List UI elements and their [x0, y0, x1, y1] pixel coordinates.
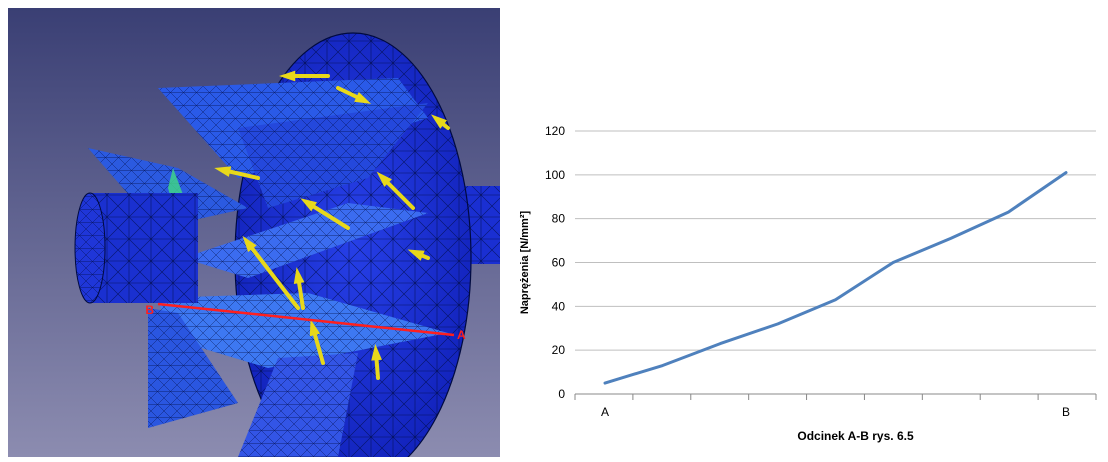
chart-gridlines — [575, 130, 1096, 351]
fem-render-panel: B A — [8, 8, 500, 462]
y-tick-label: 40 — [552, 299, 566, 313]
load-arrow-head — [376, 171, 392, 187]
point-a-label: A — [457, 328, 466, 342]
x-axis-label: Odcinek A-B rys. 6.5 — [797, 429, 914, 443]
hub-cylinder — [74, 192, 198, 304]
load-arrow-head — [407, 249, 425, 261]
y-tick-labels: 0 20 40 60 80 100 120 — [545, 124, 565, 401]
load-arrow-head — [293, 267, 305, 284]
load-arrow-head — [430, 114, 447, 129]
impeller-blades — [88, 78, 448, 457]
fem-render-image: B A — [8, 8, 500, 462]
load-arrows — [214, 70, 450, 380]
y-tick-label: 60 — [552, 256, 566, 270]
y-tick-label: 80 — [552, 212, 566, 226]
y-tick-label: 120 — [545, 124, 565, 138]
load-arrow — [306, 201, 350, 230]
y-axis-label: Naprężenia [N/mm²] — [519, 211, 531, 315]
x-tick-label: A — [601, 405, 609, 419]
x-tick-label: B — [1062, 405, 1070, 419]
load-arrow-head — [214, 166, 232, 177]
load-arrow-head — [354, 92, 372, 104]
load-arrow-head — [371, 344, 382, 361]
x-tick-marks — [574, 394, 1097, 400]
point-b-label: B — [145, 303, 154, 317]
y-tick-label: 100 — [545, 168, 565, 182]
y-tick-label: 0 — [558, 387, 565, 401]
series-line — [603, 171, 1068, 385]
y-tick-label: 20 — [552, 343, 566, 357]
load-arrow-head — [279, 70, 296, 82]
load-arrow-head — [309, 319, 321, 337]
load-arrow — [246, 241, 300, 310]
section-line-ab: B A — [145, 302, 466, 342]
load-arrow-head — [300, 198, 317, 212]
load-arrow-head — [242, 235, 257, 252]
